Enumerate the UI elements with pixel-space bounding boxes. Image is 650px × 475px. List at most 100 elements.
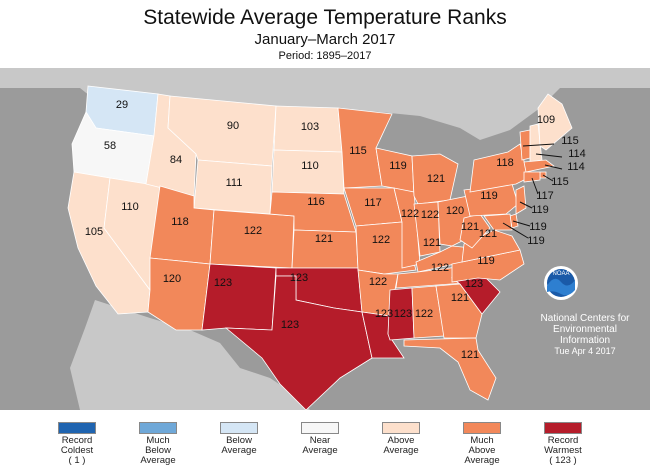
legend-label: Above <box>387 435 415 446</box>
rank-label-GA: 121 <box>451 292 469 304</box>
legend-label: ( 123 ) <box>549 455 577 466</box>
rank-label-ID: 84 <box>170 154 182 166</box>
state-GA <box>435 283 483 339</box>
legend-label: Record <box>547 435 579 446</box>
leader-line-CT <box>531 177 539 195</box>
legend-label: Warmest <box>544 445 582 456</box>
rank-label-NY: 118 <box>496 157 514 169</box>
rank-label-NC: 119 <box>477 255 495 267</box>
leader-lines <box>502 143 563 239</box>
rank-label-VA: 121 <box>479 228 497 240</box>
rank-label-WY: 111 <box>226 177 243 189</box>
noaa-logo-text: NOAA <box>552 271 569 277</box>
state-FL <box>403 337 497 401</box>
leader-line-MD <box>502 222 529 239</box>
state-MD <box>483 213 513 231</box>
rank-label-DE: 119 <box>529 221 547 233</box>
rank-label-MN: 115 <box>349 145 367 157</box>
rank-label-CA: 105 <box>85 226 103 238</box>
legend-swatch <box>544 422 582 434</box>
states-layer <box>67 85 573 410</box>
legend-label: Much <box>470 435 494 446</box>
rank-label-NM: 123 <box>214 277 232 289</box>
map-subtitle: January–March 2017 <box>254 31 396 48</box>
state-MS <box>387 287 415 341</box>
state-IL <box>393 187 421 269</box>
legend-label: Average <box>140 455 176 466</box>
state-TX <box>224 275 373 410</box>
rank-label-UT: 118 <box>171 216 189 228</box>
state-SD <box>271 149 345 195</box>
noaa-date: Tue Apr 4 2017 <box>554 346 616 356</box>
rank-label-KY: 121 <box>423 237 441 249</box>
legend-item-much-below: Much Below Average <box>123 422 193 466</box>
rank-label-NH: 114 <box>568 148 586 160</box>
rank-label-NJ: 119 <box>531 204 549 216</box>
noaa-attribution: National Centers for Environmental Infor… <box>520 313 650 357</box>
state-CO <box>209 209 295 269</box>
mexico-land <box>70 300 310 410</box>
leader-line-NJ <box>519 201 533 209</box>
leader-line-RI <box>542 174 554 182</box>
state-VA <box>461 229 521 263</box>
leader-line-NH <box>535 153 563 158</box>
legend-item-record-coldest: Record Coldest ( 1 ) <box>42 422 112 466</box>
rank-label-MD: 119 <box>527 235 545 247</box>
map-title: Statewide Average Temperature Ranks <box>143 6 507 29</box>
canada-land <box>0 68 650 140</box>
rank-label-RI: 115 <box>551 176 569 188</box>
rank-label-WA: 29 <box>116 99 128 111</box>
state-ME <box>537 93 573 151</box>
rank-label-KS: 121 <box>315 233 333 245</box>
rank-label-TN: 122 <box>431 262 449 274</box>
rank-label-IL: 122 <box>401 208 419 220</box>
leader-line-MA <box>544 164 563 170</box>
rank-label-AZ: 120 <box>163 273 181 285</box>
rank-label-MO: 122 <box>372 234 390 246</box>
legend-item-much-above: Much Above Average <box>447 422 517 466</box>
legend-label: Above <box>468 445 496 456</box>
legend-item-near: Near Average <box>285 422 355 456</box>
rank-label-CO: 122 <box>244 225 262 237</box>
rank-label-MI: 121 <box>427 173 445 185</box>
state-CT <box>523 171 541 183</box>
legend-swatch <box>139 422 177 434</box>
legend-item-above: Above Average <box>366 422 436 456</box>
rank-label-IA: 117 <box>364 197 382 209</box>
rank-label-OK: 123 <box>290 272 308 284</box>
rank-label-WV: 121 <box>461 221 479 233</box>
rank-label-AL: 122 <box>415 308 433 320</box>
leader-line-DE <box>512 220 531 227</box>
noaa-logo: NOAA <box>544 266 578 300</box>
noaa-logo-wave <box>547 278 575 296</box>
rank-label-WI: 119 <box>389 160 407 172</box>
state-NJ <box>515 185 527 215</box>
rank-label-VT: 115 <box>561 135 579 147</box>
rank-label-OR: 58 <box>104 140 116 152</box>
map-header: Statewide Average Temperature Ranks Janu… <box>0 0 650 68</box>
leader-line-VT <box>522 143 555 147</box>
rank-label-IN: 122 <box>421 209 439 221</box>
legend-swatch <box>463 422 501 434</box>
legend-label: Average <box>302 445 338 456</box>
rank-label-SD: 110 <box>301 160 319 172</box>
rank-label-LA: 123 <box>375 308 393 320</box>
legend-label: Near <box>309 435 331 446</box>
rank-labels: 2958105110849011111812012212310311011612… <box>85 99 586 361</box>
rank-label-ME: 109 <box>537 114 555 126</box>
legend-label: Below <box>145 445 171 456</box>
legend-swatch <box>220 422 258 434</box>
state-VT <box>519 129 531 161</box>
map-period: Period: 1895–2017 <box>278 50 372 62</box>
rank-label-PA: 119 <box>480 190 498 202</box>
state-MA <box>523 159 555 173</box>
rank-label-FL: 121 <box>461 349 479 361</box>
state-AZ <box>147 257 211 331</box>
legend-label: Average <box>464 455 500 466</box>
noaa-line3: Information <box>559 335 611 346</box>
legend-swatch <box>58 422 96 434</box>
rank-label-MS: 123 <box>394 308 412 320</box>
legend-item-below: Below Average <box>204 422 274 456</box>
rank-label-AR: 122 <box>369 276 387 288</box>
legend-label: Coldest <box>60 445 94 456</box>
